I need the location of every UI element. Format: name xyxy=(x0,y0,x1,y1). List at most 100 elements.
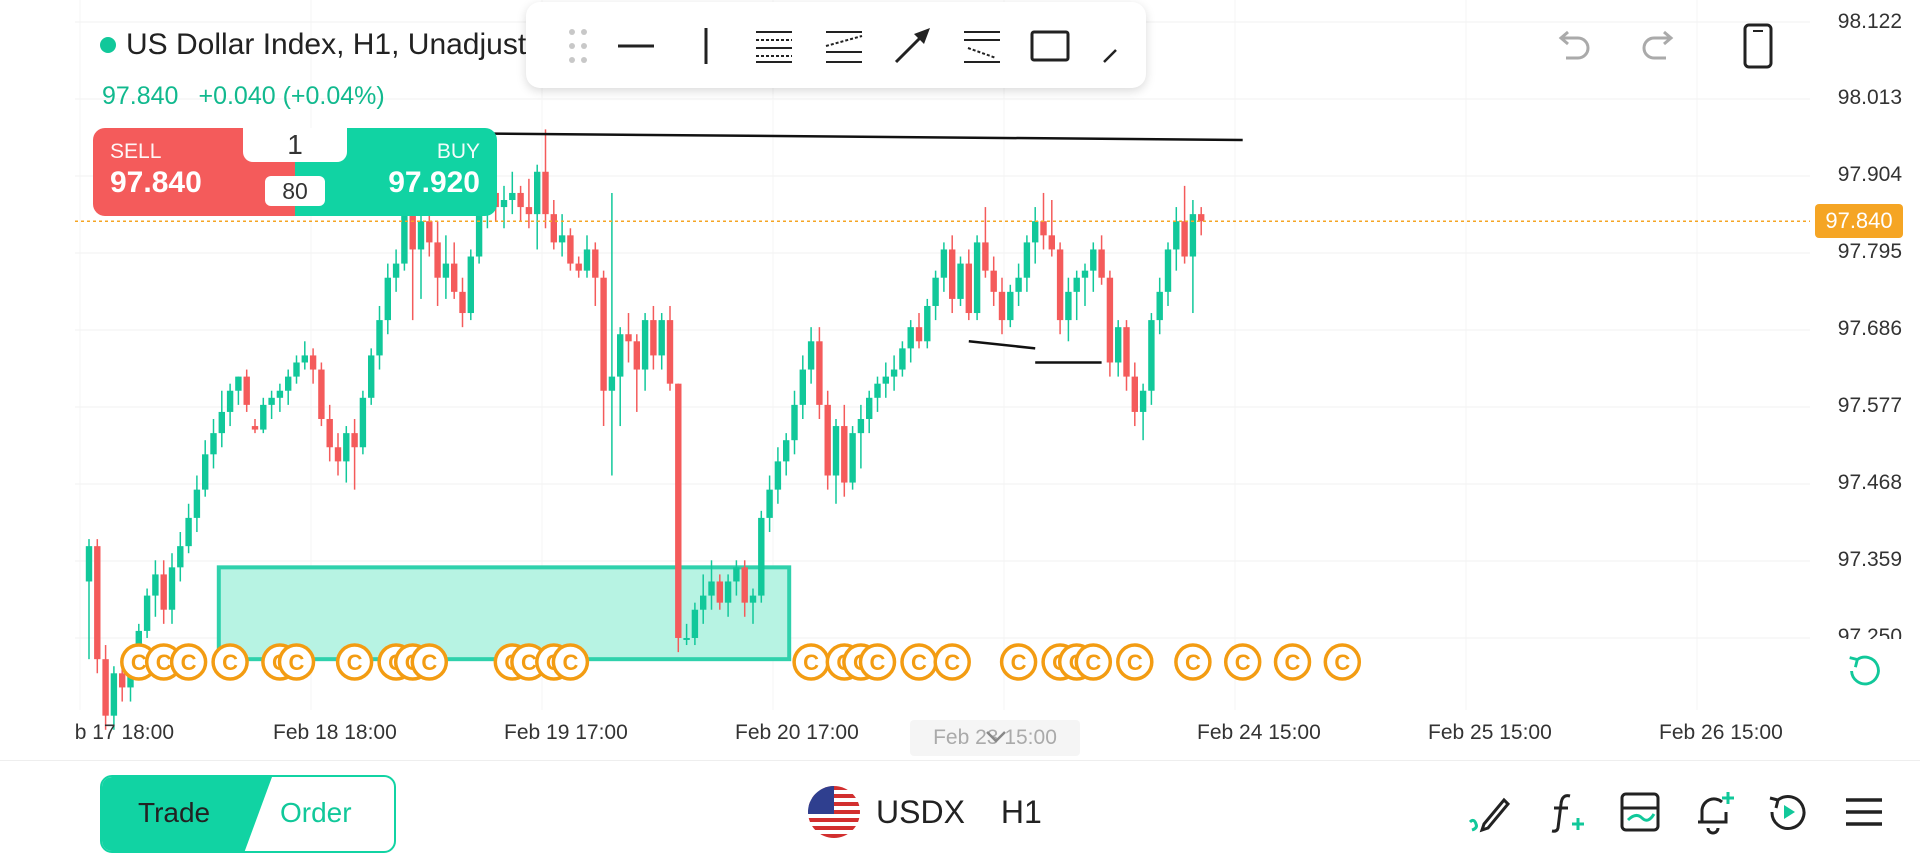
candle xyxy=(1173,207,1180,271)
candle xyxy=(924,298,931,349)
templates-icon[interactable] xyxy=(1616,788,1664,836)
candle xyxy=(152,560,159,617)
candle xyxy=(965,249,972,321)
candle xyxy=(94,539,101,674)
drawing-tools-icon[interactable] xyxy=(1466,788,1514,836)
order-tab[interactable]: Order xyxy=(280,797,352,828)
date-tick: Feb 18 18:00 xyxy=(273,721,397,744)
candle-body xyxy=(882,376,889,384)
quantity-input[interactable]: 1 xyxy=(243,128,347,162)
candle-body xyxy=(758,517,765,596)
alert-add-icon[interactable] xyxy=(1690,788,1738,836)
price-chart[interactable]: CCCCCCCCCCCCCCCCCCCCCCCCCCCCC xyxy=(0,0,1920,760)
menu-icon[interactable] xyxy=(1840,788,1888,836)
candle-body xyxy=(285,376,292,391)
undo-icon[interactable] xyxy=(1548,22,1596,70)
reset-chart-icon[interactable] xyxy=(1842,648,1888,694)
trend-channel-icon[interactable] xyxy=(820,22,868,70)
candle-body xyxy=(434,242,441,278)
candle-body xyxy=(592,249,599,278)
event-marker-label: C xyxy=(347,650,363,675)
candle xyxy=(1106,270,1114,377)
event-marker-label: C xyxy=(1127,650,1143,675)
candle-body xyxy=(799,369,806,405)
candle xyxy=(110,666,118,730)
candle-body xyxy=(957,263,964,299)
brush-icon[interactable] xyxy=(1092,22,1140,70)
candle-body xyxy=(467,256,474,314)
candle-body xyxy=(368,355,375,398)
buy-price: 97.920 xyxy=(388,166,480,199)
candle xyxy=(783,433,790,476)
candle xyxy=(567,228,574,271)
candle-body xyxy=(575,263,582,271)
symbol-selector[interactable]: USDX H1 xyxy=(808,786,1042,838)
candle xyxy=(990,256,997,306)
candle xyxy=(899,341,906,377)
event-marker-circle xyxy=(933,643,971,681)
indicators-icon[interactable] xyxy=(1542,788,1590,836)
candle xyxy=(1015,263,1022,306)
candle-body xyxy=(235,376,242,391)
candle-body xyxy=(841,426,848,483)
candle xyxy=(907,320,914,363)
candle xyxy=(260,397,267,434)
candle xyxy=(309,348,317,384)
current-price-tag: 97.840 xyxy=(1815,204,1903,238)
trade-tab-bg xyxy=(102,777,272,851)
candle xyxy=(102,645,109,730)
candle-body xyxy=(1189,214,1197,257)
event-marker-icon: C xyxy=(1174,643,1212,681)
candle-body xyxy=(807,341,815,370)
drag-handle-icon[interactable] xyxy=(554,22,602,70)
event-marker-label: C xyxy=(1085,650,1101,675)
buy-button[interactable]: BUY 97.920 xyxy=(295,128,497,216)
candle-body xyxy=(243,376,250,405)
candle-body xyxy=(210,433,217,455)
fib-retracement-icon[interactable] xyxy=(958,22,1006,70)
trade-tab[interactable]: Trade xyxy=(138,797,211,828)
candle-body xyxy=(998,291,1006,321)
redo-icon[interactable] xyxy=(1636,22,1684,70)
candle-body xyxy=(965,263,972,314)
event-marker-icon: C xyxy=(1074,643,1113,681)
candle-body xyxy=(168,567,176,610)
event-marker-label: C xyxy=(870,650,886,675)
candle xyxy=(301,341,308,370)
candle xyxy=(1023,235,1031,292)
candle xyxy=(417,207,425,299)
candle xyxy=(617,327,624,427)
candle xyxy=(608,192,616,476)
candle-body xyxy=(1106,277,1114,363)
replay-icon[interactable] xyxy=(1764,788,1812,836)
candle-body xyxy=(1131,376,1138,412)
timeframe[interactable]: H1 xyxy=(1000,793,1042,830)
candle-body xyxy=(442,263,450,278)
candle-body xyxy=(1023,242,1031,278)
candle-body xyxy=(1148,320,1155,391)
candle-body xyxy=(1139,390,1147,412)
parallel-channel-icon[interactable] xyxy=(750,22,798,70)
candle xyxy=(143,588,151,638)
arrow-icon[interactable] xyxy=(888,22,936,70)
candle-body xyxy=(534,171,541,215)
candle xyxy=(285,369,292,405)
event-marker-label: C xyxy=(156,650,172,675)
candle xyxy=(949,235,956,314)
event-marker-icon: C xyxy=(211,643,249,681)
device-icon[interactable] xyxy=(1734,22,1782,70)
candle xyxy=(666,305,674,391)
candle-body xyxy=(1173,221,1180,250)
event-marker-circle xyxy=(277,643,316,681)
candle-body xyxy=(318,369,325,419)
vertical-line-icon[interactable] xyxy=(682,22,730,70)
candle xyxy=(359,390,367,455)
chevron-down-icon[interactable] xyxy=(983,728,1009,746)
last-price: 97.840 xyxy=(102,82,179,110)
candle xyxy=(791,390,798,455)
candle xyxy=(716,574,723,610)
rectangle-icon[interactable] xyxy=(1026,22,1074,70)
candle xyxy=(700,574,707,624)
horizontal-line-icon[interactable] xyxy=(612,22,660,70)
candle xyxy=(85,539,93,660)
